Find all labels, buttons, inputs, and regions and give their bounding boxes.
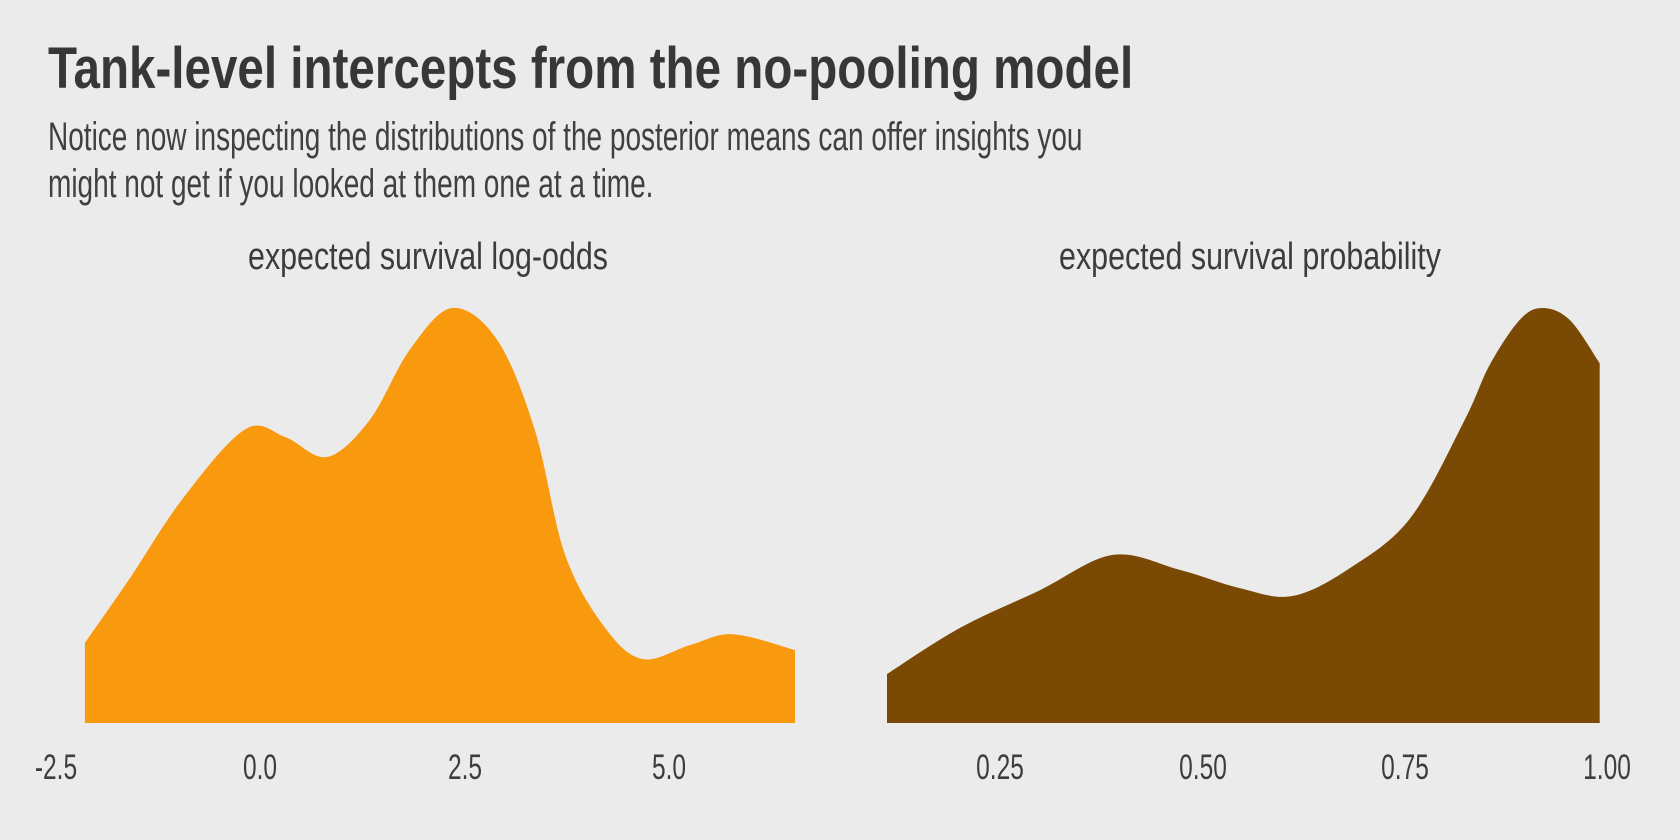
facet-label-log-odds: expected survival log-odds <box>248 236 608 278</box>
facet-label-probability: expected survival probability <box>1059 236 1441 278</box>
x-tick-label: 0.50 <box>1178 748 1227 787</box>
x-tick-label: 2.5 <box>447 748 482 787</box>
x-tick-label: 5.0 <box>651 748 687 787</box>
x-tick-label: 0.25 <box>976 748 1025 787</box>
plot-subtitle-line-1: Notice now inspecting the distributions … <box>48 115 1083 159</box>
x-tick-label: 0.75 <box>1380 748 1429 787</box>
x-tick-label: 1.00 <box>1583 748 1631 787</box>
x-tick-label: 0.0 <box>242 748 278 787</box>
density-area-probability <box>887 308 1600 723</box>
plot-subtitle-line-2: might not get if you looked at them one … <box>48 162 654 206</box>
x-tick-label: -2.5 <box>34 748 77 787</box>
plot-title: Tank-level intercepts from the no-poolin… <box>48 36 1134 101</box>
density-area-log-odds <box>84 307 795 723</box>
